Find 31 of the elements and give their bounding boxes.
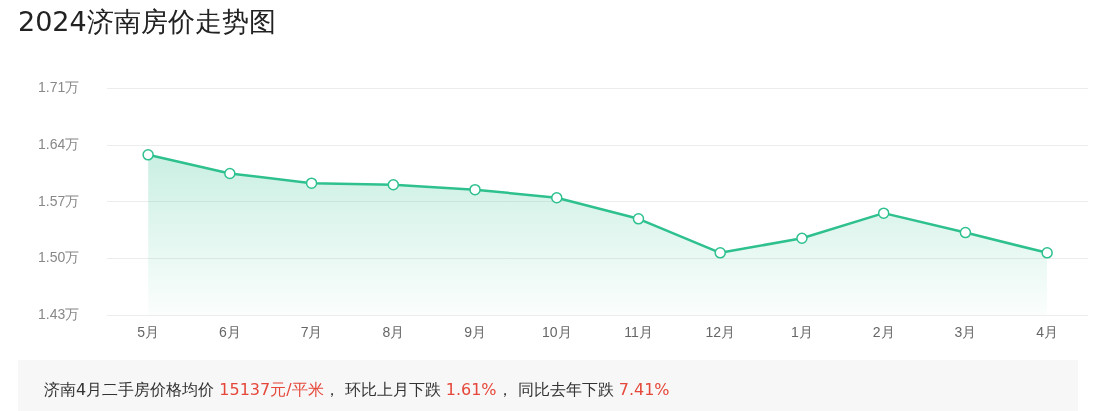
x-tick-label: 3月 xyxy=(954,324,977,341)
x-tick-label: 6月 xyxy=(218,324,241,341)
chart-title: 2024济南房价走势图 xyxy=(18,5,276,39)
x-tick-label: 4月 xyxy=(1036,324,1059,341)
point xyxy=(551,192,563,204)
point xyxy=(224,167,236,180)
point xyxy=(714,247,726,259)
point xyxy=(632,213,645,225)
point xyxy=(959,226,972,239)
x-tick-label: 9月 xyxy=(464,324,486,341)
point xyxy=(469,183,481,196)
point xyxy=(796,232,808,244)
x-tick-label: 10月 xyxy=(541,324,572,341)
x-tick-label: 8月 xyxy=(382,324,405,341)
y-tick-label: 1.57万 xyxy=(38,192,80,209)
x-tick-label: 7月 xyxy=(300,324,323,341)
x-tick-label: 5月 xyxy=(137,324,160,341)
text: 济南4月二手房价格均价 15137元/平米， 环比上月下跌 1.61%， 同比去年下跌 7.41% xyxy=(44,380,670,399)
y-tick-label: 1.71万 xyxy=(38,79,80,96)
point xyxy=(1041,247,1053,259)
y-tick-label: 1.50万 xyxy=(38,249,80,266)
y-tick-label: 1.43万 xyxy=(38,306,80,323)
x-tick-label: 11月 xyxy=(624,324,653,341)
point xyxy=(305,177,318,189)
point xyxy=(877,207,890,219)
y-tick-label: 1.64万 xyxy=(38,135,80,152)
x-tick-label: 2月 xyxy=(872,324,895,341)
x-tick-label: 1月 xyxy=(791,324,813,341)
point xyxy=(387,179,400,191)
x-tick-label: 12月 xyxy=(705,324,736,341)
point xyxy=(142,149,154,161)
